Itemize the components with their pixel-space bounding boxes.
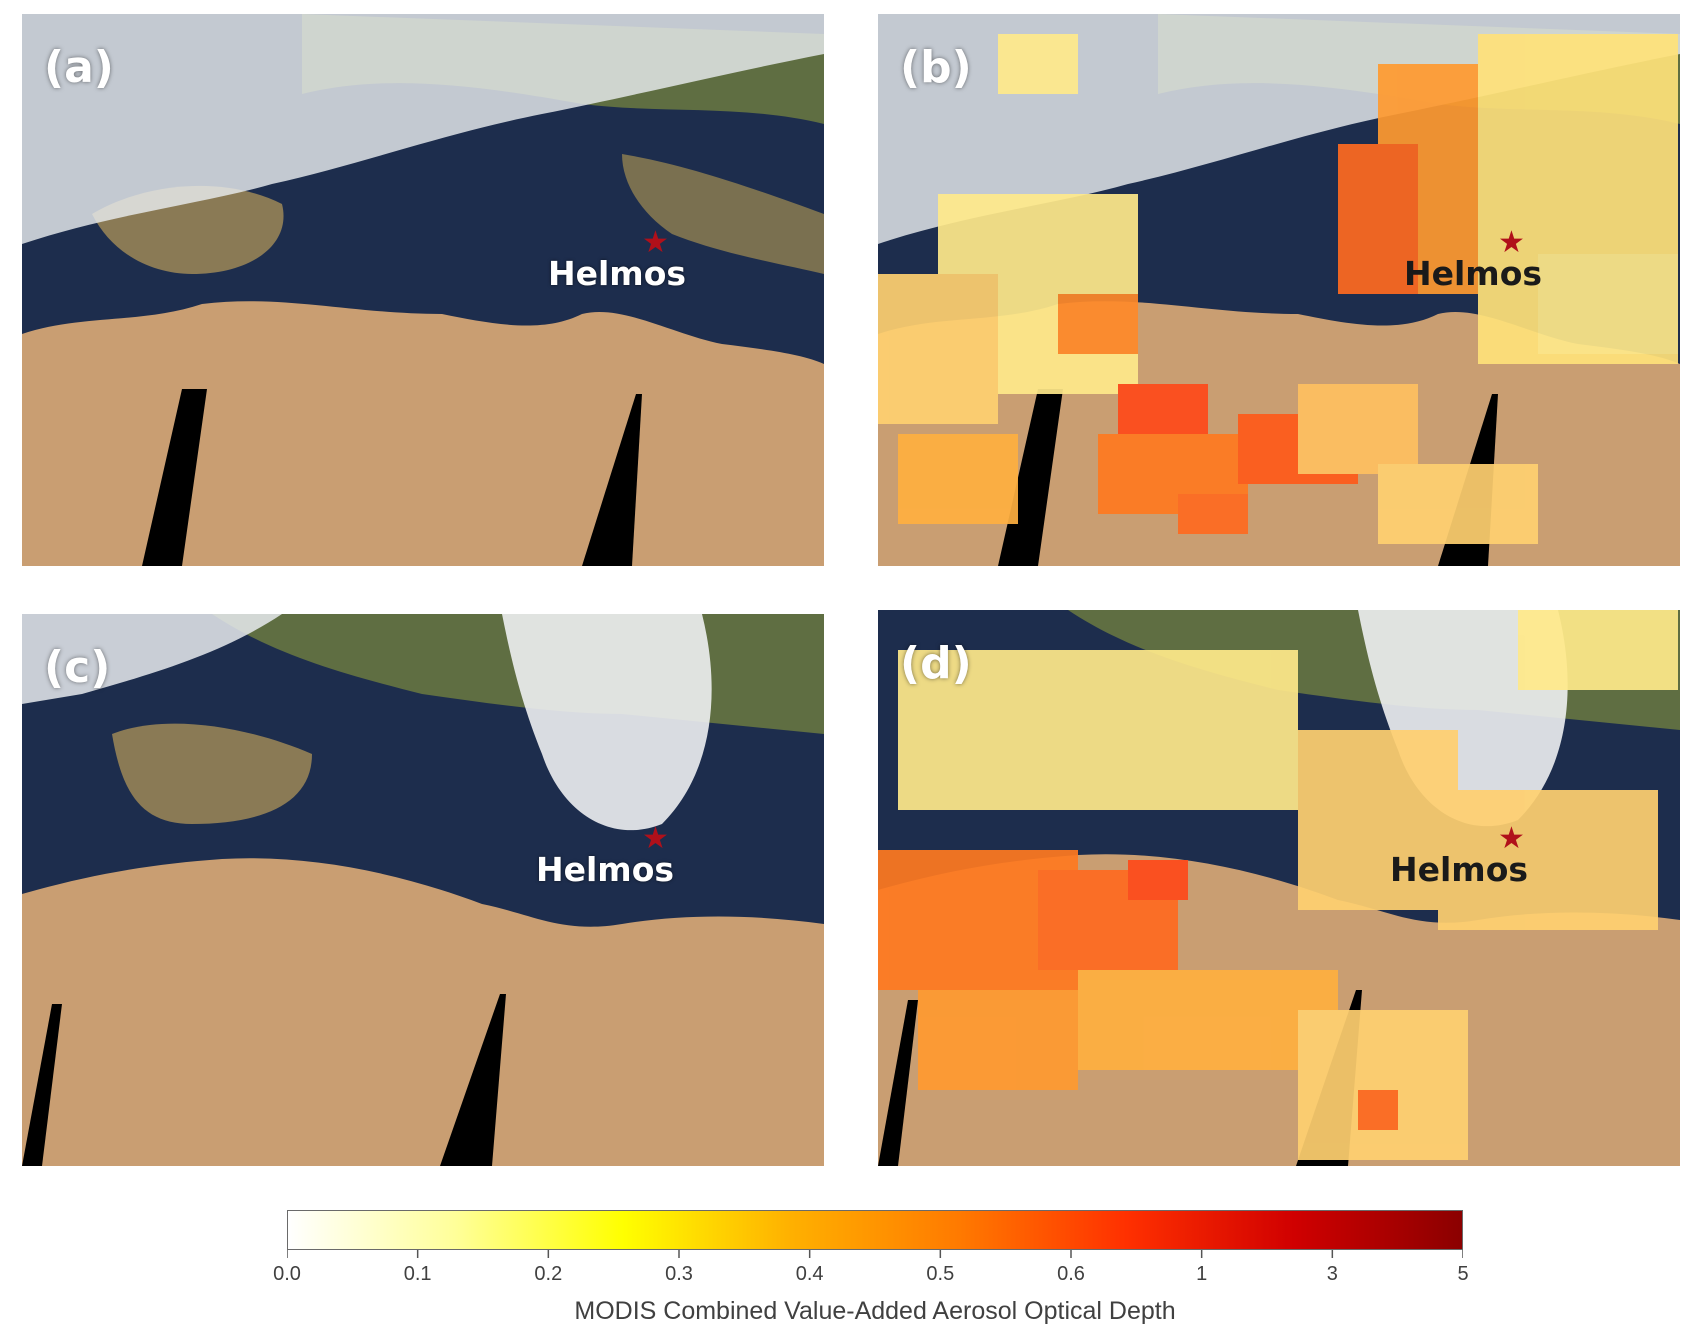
- site-label: Helmos: [548, 254, 687, 293]
- satellite-panel-b: (b) ★ Helmos: [878, 14, 1680, 566]
- satellite-panel-d: (d) ★ Helmos: [878, 610, 1680, 1166]
- aod-pixels: [878, 34, 1678, 544]
- colorbar-tick-label: 0.1: [403, 1263, 432, 1285]
- panel-label: (c): [44, 642, 111, 693]
- colorbar-tick-label: 0.5: [926, 1263, 955, 1285]
- site-label: Helmos: [1404, 254, 1543, 293]
- turkey-land: [622, 154, 824, 274]
- colorbar-tick-label: 0.3: [665, 1263, 693, 1285]
- satellite-panel-c: (c) ★ Helmos: [22, 614, 824, 1166]
- panel-label: (b): [900, 42, 972, 93]
- site-label: Helmos: [536, 850, 675, 889]
- aod-overlay-map: [878, 610, 1680, 1166]
- site-label: Helmos: [1390, 850, 1529, 889]
- swath-gap: [22, 1004, 62, 1166]
- swath-gap: [440, 994, 506, 1166]
- true-color-map: [22, 614, 824, 1166]
- site-star-icon: ★: [1498, 226, 1525, 259]
- colorbar-tick-label: 0.4: [795, 1263, 824, 1285]
- colorbar-tick-marks: [287, 1250, 1463, 1258]
- colorbar-tick-label: 1: [1196, 1263, 1208, 1285]
- swath-gap: [142, 389, 207, 566]
- site-star-icon: ★: [642, 226, 669, 259]
- cloud-band: [22, 614, 282, 704]
- colorbar: [287, 1210, 1463, 1250]
- cloud-band: [22, 14, 824, 244]
- iberia-land: [112, 723, 312, 824]
- panel-label: (a): [44, 42, 114, 93]
- true-color-map: [22, 14, 824, 566]
- colorbar-tick-label: 0.6: [1057, 1263, 1085, 1285]
- swath-gap: [582, 394, 642, 566]
- site-star-icon: ★: [1498, 822, 1525, 855]
- aod-overlay-map: [878, 14, 1680, 566]
- colorbar-title: MODIS Combined Value-Added Aerosol Optic…: [574, 1297, 1176, 1325]
- africa-land: [22, 858, 824, 1166]
- panel-label: (d): [900, 638, 972, 689]
- africa-land: [22, 301, 824, 566]
- satellite-panel-a: (a) ★ Helmos: [22, 14, 824, 566]
- colorbar-tick-label: 0.2: [534, 1263, 563, 1285]
- site-star-icon: ★: [642, 822, 669, 855]
- colorbar-tick-label: 3: [1326, 1263, 1338, 1285]
- cloud-band: [502, 614, 712, 831]
- colorbar-tick-label: 5: [1457, 1263, 1469, 1285]
- colorbar-tick-label: 0.0: [273, 1263, 301, 1285]
- aod-pixels: [878, 610, 1678, 1160]
